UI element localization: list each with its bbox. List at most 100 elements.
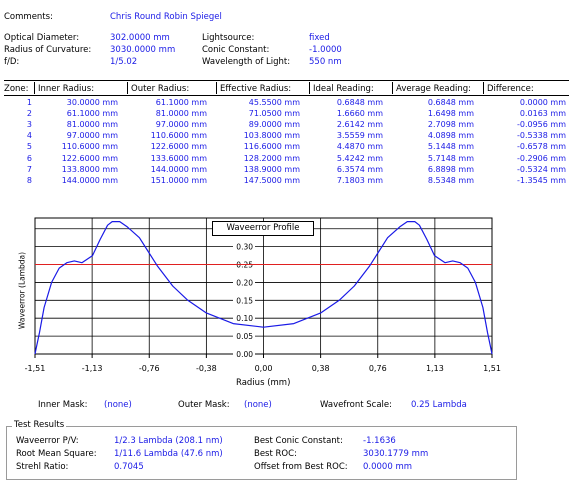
table-cell: 6.3574 mm xyxy=(336,164,383,174)
best-conic-value: -1.1636 xyxy=(363,436,396,446)
wavefront-scale-label: Wavefront Scale: xyxy=(320,400,392,410)
table-cell: 5.4242 mm xyxy=(336,153,383,163)
table-cell: 45.5500 mm xyxy=(248,98,300,107)
zone-number-cell: 7 xyxy=(26,164,32,174)
offset-best-roc-label: Offset from Best ROC: xyxy=(254,462,348,472)
x-tick-label: 1,13 xyxy=(426,364,444,373)
lightsource-value: fixed xyxy=(309,33,330,43)
y-tick-label-bg xyxy=(233,349,255,358)
table-cell: 0.0163 mm xyxy=(519,109,566,119)
zone-number-cell: 4 xyxy=(26,131,32,141)
rms-value: 1/11.6 Lambda (47.6 nm) xyxy=(114,449,223,459)
pv-value: 1/2.3 Lambda (208.1 nm) xyxy=(114,436,223,446)
table-cell: 122.6000 mm xyxy=(61,153,118,163)
x-tick-label: -1,51 xyxy=(25,364,46,373)
inner-mask-label: Inner Mask: xyxy=(38,400,88,410)
table-cell: 1.6660 mm xyxy=(336,109,383,119)
table-cell: 151.0000 mm xyxy=(150,175,207,185)
table-cell: 5.7148 mm xyxy=(427,153,474,163)
col-header-inner-radius[interactable]: Inner Radius: xyxy=(38,84,95,94)
y-tick-label-bg xyxy=(233,313,255,323)
waveerror-series-line xyxy=(34,221,493,355)
y-tick-label: 0.20 xyxy=(236,278,253,287)
x-axis-label: Radius (mm) xyxy=(236,378,291,388)
table-cell: 133.6000 mm xyxy=(150,153,207,163)
table-cell: 6.8898 mm xyxy=(427,164,474,174)
x-tick-label: 0,76 xyxy=(369,364,387,373)
outer-mask-value[interactable]: (none) xyxy=(244,400,272,410)
table-cell: 133.8000 mm xyxy=(61,164,118,174)
x-tick-label: 0,38 xyxy=(312,364,330,373)
table-cell: -0.5338 mm xyxy=(516,131,566,141)
table-cell: 97.0000 mm xyxy=(66,131,118,141)
radius-curvature-value: 3030.0000 mm xyxy=(110,45,176,55)
x-tick-label: 1,51 xyxy=(483,364,501,373)
table-cell: 116.6000 mm xyxy=(243,142,300,152)
optical-diameter-label: Optical Diameter: xyxy=(4,33,80,43)
table-cell: -0.5324 mm xyxy=(516,164,566,174)
pv-label: Waveerror P/V: xyxy=(16,436,79,446)
x-tick-label: -1,13 xyxy=(82,364,103,373)
table-cell: 128.2000 mm xyxy=(243,153,300,163)
column-divider xyxy=(216,82,217,94)
x-tick-label: -0,76 xyxy=(139,364,160,373)
zone-number-cell: 8 xyxy=(26,175,32,185)
optical-diameter-value: 302.0000 mm xyxy=(110,33,170,43)
rms-label: Root Mean Square: xyxy=(16,449,97,459)
conic-constant-value: -1.0000 xyxy=(309,45,342,55)
table-header-rule xyxy=(4,95,569,96)
table-cell: -0.6578 mm xyxy=(516,142,566,152)
conic-constant-label: Conic Constant: xyxy=(202,45,270,55)
zone-number-cell: 5 xyxy=(26,142,32,152)
table-cell: 2.7098 mm xyxy=(427,120,474,130)
chart-canvas: -1,51 -1,13 -0,76 -0,38 0,00 0,38 0,76 1,13 1,51… xyxy=(25,217,501,373)
table-cell: 2.6142 mm xyxy=(336,120,383,130)
col-header-difference[interactable]: Difference: xyxy=(487,84,534,94)
comments-label: Comments: xyxy=(4,12,53,22)
test-results-title: Test Results xyxy=(12,420,67,430)
col-header-outer-radius[interactable]: Outer Radius: xyxy=(131,84,190,94)
col-header-ideal-reading[interactable]: Ideal Reading: xyxy=(313,84,374,94)
col-header-average-reading[interactable]: Average Reading: xyxy=(396,84,471,94)
y-tick-label: 0.05 xyxy=(236,332,253,341)
y-tick-label-bg xyxy=(233,277,255,287)
column-divider xyxy=(483,82,484,94)
strehl-value: 0.7045 xyxy=(114,462,144,472)
table-cell: 3.5559 mm xyxy=(336,131,383,141)
table-cell: 81.0000 mm xyxy=(155,109,207,119)
column-divider xyxy=(34,82,35,94)
table-cell: 0.0000 mm xyxy=(519,98,566,107)
y-tick-label: 0.10 xyxy=(236,314,253,323)
wavefront-scale-value[interactable]: 0.25 Lambda xyxy=(411,400,467,410)
table-cell: 0.6848 mm xyxy=(427,98,474,107)
table-cell: 81.0000 mm xyxy=(66,120,118,130)
table-cell: 122.6000 mm xyxy=(150,142,207,152)
table-cell: 110.6000 mm xyxy=(61,142,118,152)
inner-mask-value[interactable]: (none) xyxy=(104,400,132,410)
table-cell: 30.0000 mm xyxy=(66,98,118,107)
outer-mask-label: Outer Mask: xyxy=(178,400,230,410)
best-roc-value: 3030.1779 mm xyxy=(363,449,429,459)
column-divider xyxy=(309,82,310,94)
table-cell: -0.0956 mm xyxy=(516,120,566,130)
table-cell: 61.1000 mm xyxy=(66,109,118,119)
table-cell: -1.3545 mm xyxy=(516,175,566,185)
table-cell: 138.9000 mm xyxy=(243,164,300,174)
y-tick-label: 0.15 xyxy=(236,296,253,305)
table-cell: 144.0000 mm xyxy=(61,175,118,185)
comments-value: Chris Round Robin Spiegel xyxy=(110,12,222,22)
zone-number-cell: 6 xyxy=(26,153,32,163)
table-cell: 61.1000 mm xyxy=(155,98,207,107)
wavelength-label: Wavelength of Light: xyxy=(202,57,291,67)
column-divider xyxy=(127,82,128,94)
zone-number-cell: 3 xyxy=(26,120,32,130)
table-cell: -0.2906 mm xyxy=(516,153,566,163)
col-header-zone[interactable]: Zone: xyxy=(4,84,29,94)
table-cell: 4.4870 mm xyxy=(336,142,383,152)
table-cell: 7.1803 mm xyxy=(336,175,383,185)
zone-number-cell: 2 xyxy=(26,109,32,119)
col-header-effective-radius[interactable]: Effective Radius: xyxy=(220,84,292,94)
strehl-label: Strehl Ratio: xyxy=(16,462,69,472)
table-cell: 97.0000 mm xyxy=(155,120,207,130)
wavelength-value: 550 nm xyxy=(309,57,342,67)
